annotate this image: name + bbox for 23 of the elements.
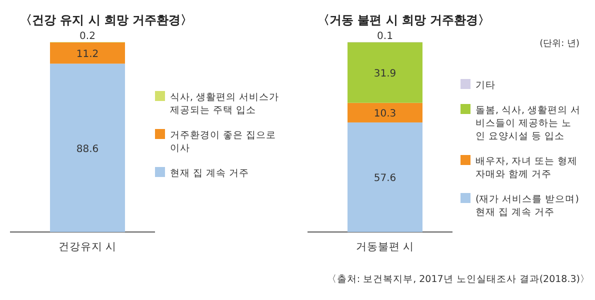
bar: [348, 122, 422, 232]
data-label: 10.3: [374, 108, 396, 120]
data-label: 57.6: [374, 173, 396, 184]
legend-label: 돌봄, 식사, 생활편의 서비스들이 제공하는 노인 요양시설 등 입소: [476, 105, 581, 142]
bar: [348, 102, 422, 122]
chart-title: 〈거동 불편 시 희망 거주환경〉: [318, 13, 490, 27]
text: 〈출처: 보건복지부, 2017년 노인실태조사 결과(2018.3)〉: [326, 274, 590, 285]
legend-label: 기타: [476, 80, 496, 91]
data-label: 88.6: [76, 144, 99, 155]
data-label: 0.1: [377, 31, 393, 42]
legend-label: 배우자, 자녀 또는 형제 자매와 함께 거주: [476, 156, 578, 180]
text: (단위: 년): [540, 39, 580, 49]
bar: [348, 42, 422, 103]
data-label: 31.9: [374, 68, 396, 80]
data-label: 0.2: [80, 31, 96, 42]
legend-label: 식사, 생활편의 서비스가 제공되는 주택 입소: [170, 92, 280, 116]
legend-label: (재가 서비스를 받으며) 현재 집 계속 거주: [476, 194, 579, 218]
x-tick-label: 건강유지 시: [58, 241, 117, 253]
data-label: 11.2: [76, 49, 99, 60]
chart-title: 〈건강 유지 시 희망 거주환경〉: [20, 13, 193, 27]
x-tick-label: 거동불편 시: [356, 241, 414, 253]
legend-label: 현재 집 계속 거주: [170, 168, 250, 179]
legend-label: 거주환경이 좋은 집으로 이사: [170, 130, 276, 154]
